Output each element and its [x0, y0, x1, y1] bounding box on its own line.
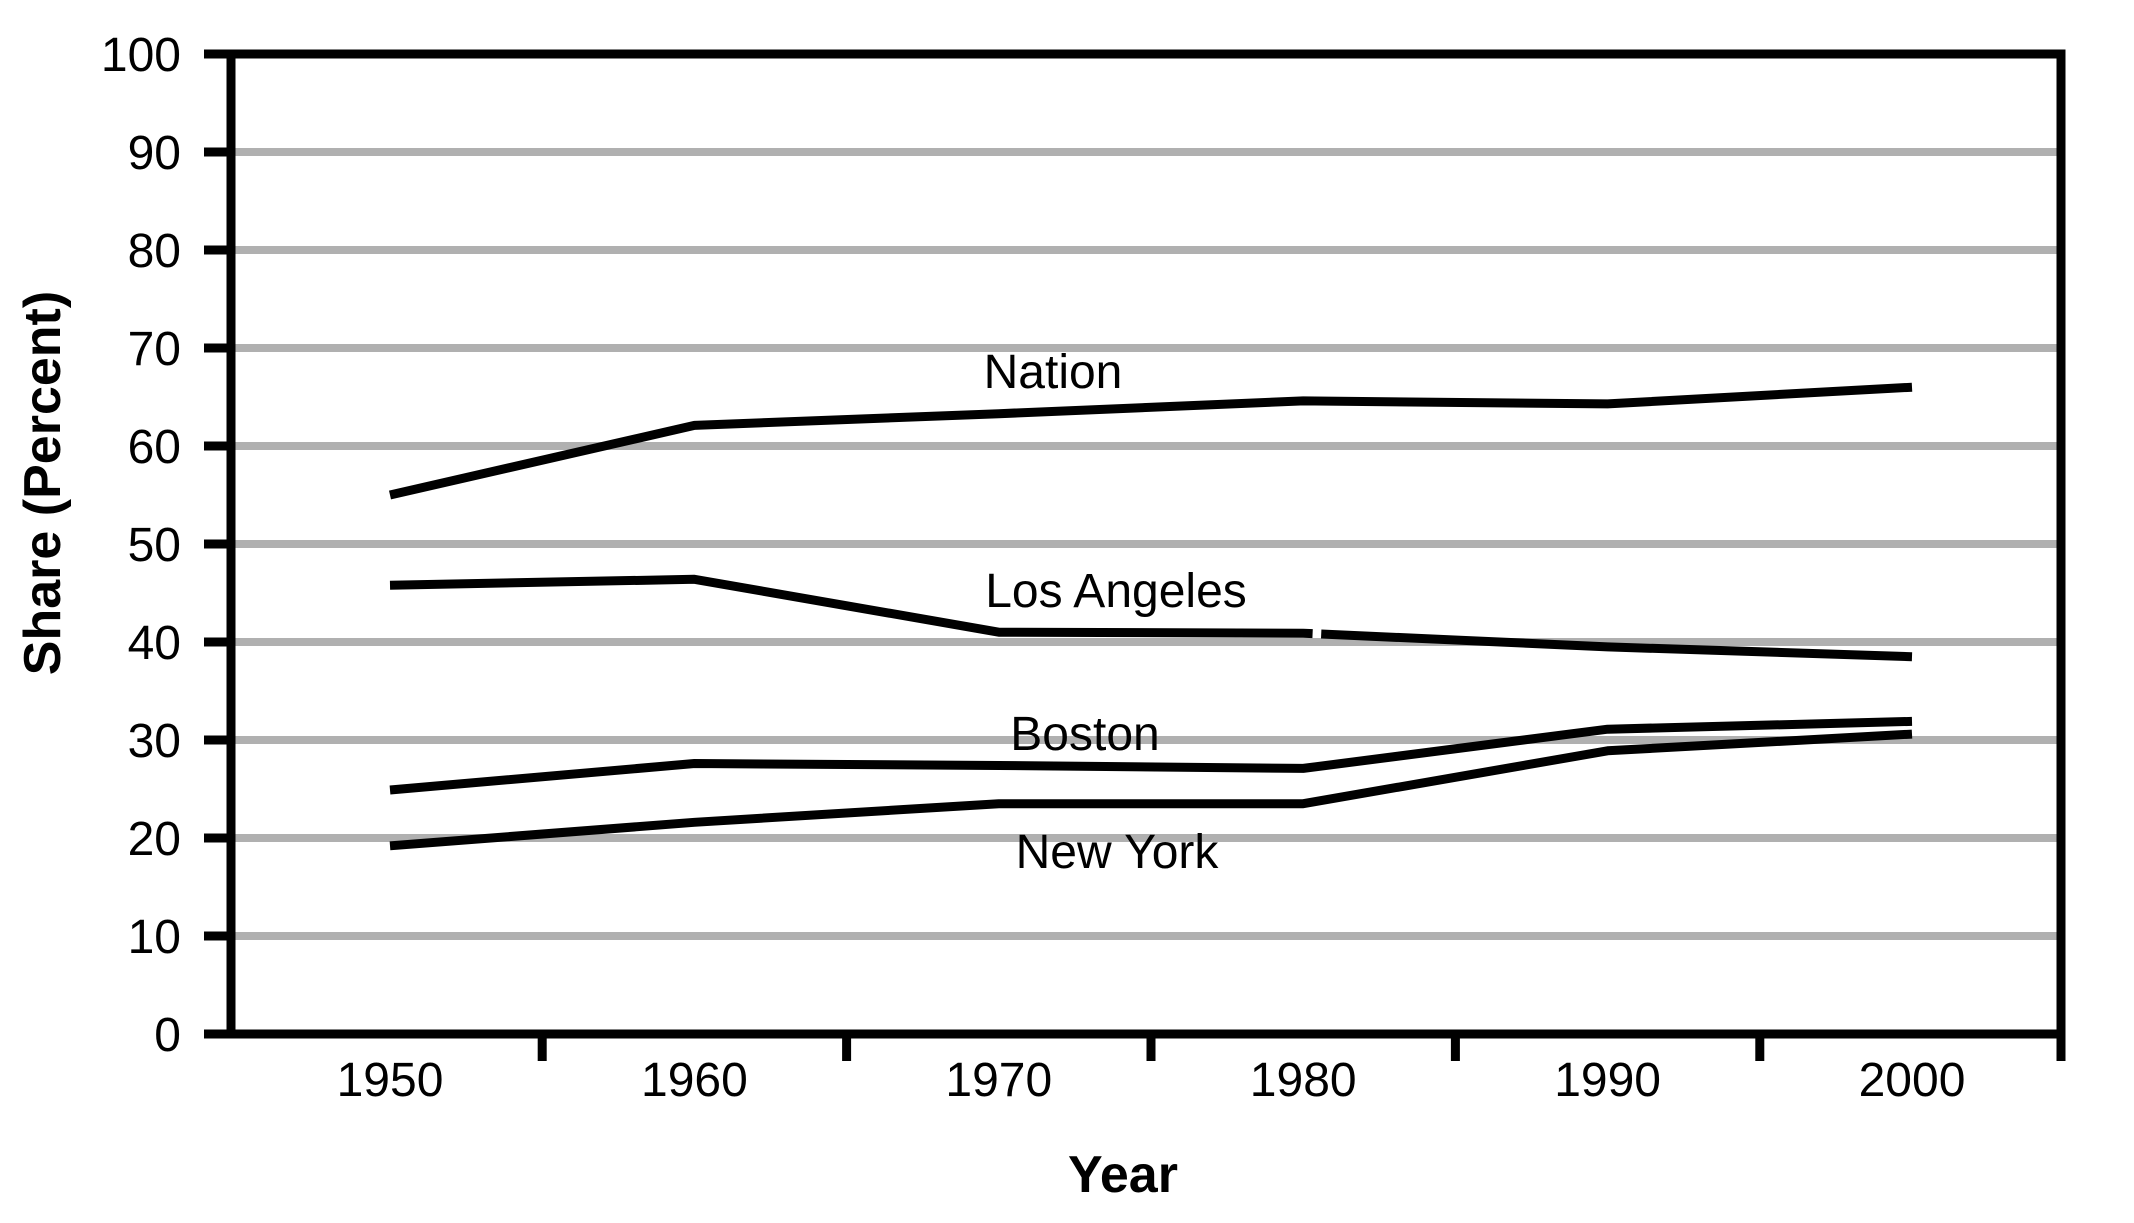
- y-tick-label-70: 70: [128, 323, 181, 376]
- y-tick-label-100: 100: [101, 29, 181, 82]
- series-labels-group: Nation Los Angeles Boston New York: [984, 346, 1247, 879]
- y-tick-label-0: 0: [154, 1009, 181, 1062]
- x-tick-label-1970: 1970: [945, 1054, 1052, 1107]
- series-line-los-angeles-seg1: [389, 574, 1313, 639]
- x-tick-label-1960: 1960: [641, 1054, 748, 1107]
- x-tick-label-1950: 1950: [337, 1054, 444, 1107]
- y-tick-label-50: 50: [128, 519, 181, 572]
- y-tick-label-10: 10: [128, 911, 181, 964]
- axes-group: [204, 49, 2066, 1061]
- gridlines-group: [235, 148, 2057, 940]
- tick-labels-group: 0 10 20 30 40 50 60 70 80 90 100 1950 1960 1970 1980 19…: [101, 29, 1965, 1107]
- x-tick-label-1990: 1990: [1554, 1054, 1661, 1107]
- y-tick-label-80: 80: [128, 225, 181, 278]
- series-label-los-angeles: Los Angeles: [985, 565, 1247, 618]
- series-lines-group: [388, 382, 1913, 851]
- x-tick-label-1980: 1980: [1250, 1054, 1357, 1107]
- y-axis-title: Share (Percent): [14, 291, 72, 675]
- y-tick-label-60: 60: [128, 421, 181, 474]
- series-line-new-york: [389, 729, 1913, 851]
- y-tick-label-40: 40: [128, 617, 181, 670]
- y-tick-label-90: 90: [128, 127, 181, 180]
- x-tick-label-2000: 2000: [1859, 1054, 1966, 1107]
- series-label-new-york: New York: [1016, 826, 1220, 879]
- series-label-nation: Nation: [984, 346, 1123, 399]
- y-tick-label-20: 20: [128, 813, 181, 866]
- series-line-boston: [389, 716, 1913, 795]
- x-axis-title: Year: [1068, 1146, 1178, 1204]
- series-label-boston: Boston: [1010, 708, 1159, 761]
- series-line-nation: [388, 382, 1913, 500]
- y-tick-label-30: 30: [128, 715, 181, 768]
- series-line-los-angeles-seg2: [1320, 629, 1913, 662]
